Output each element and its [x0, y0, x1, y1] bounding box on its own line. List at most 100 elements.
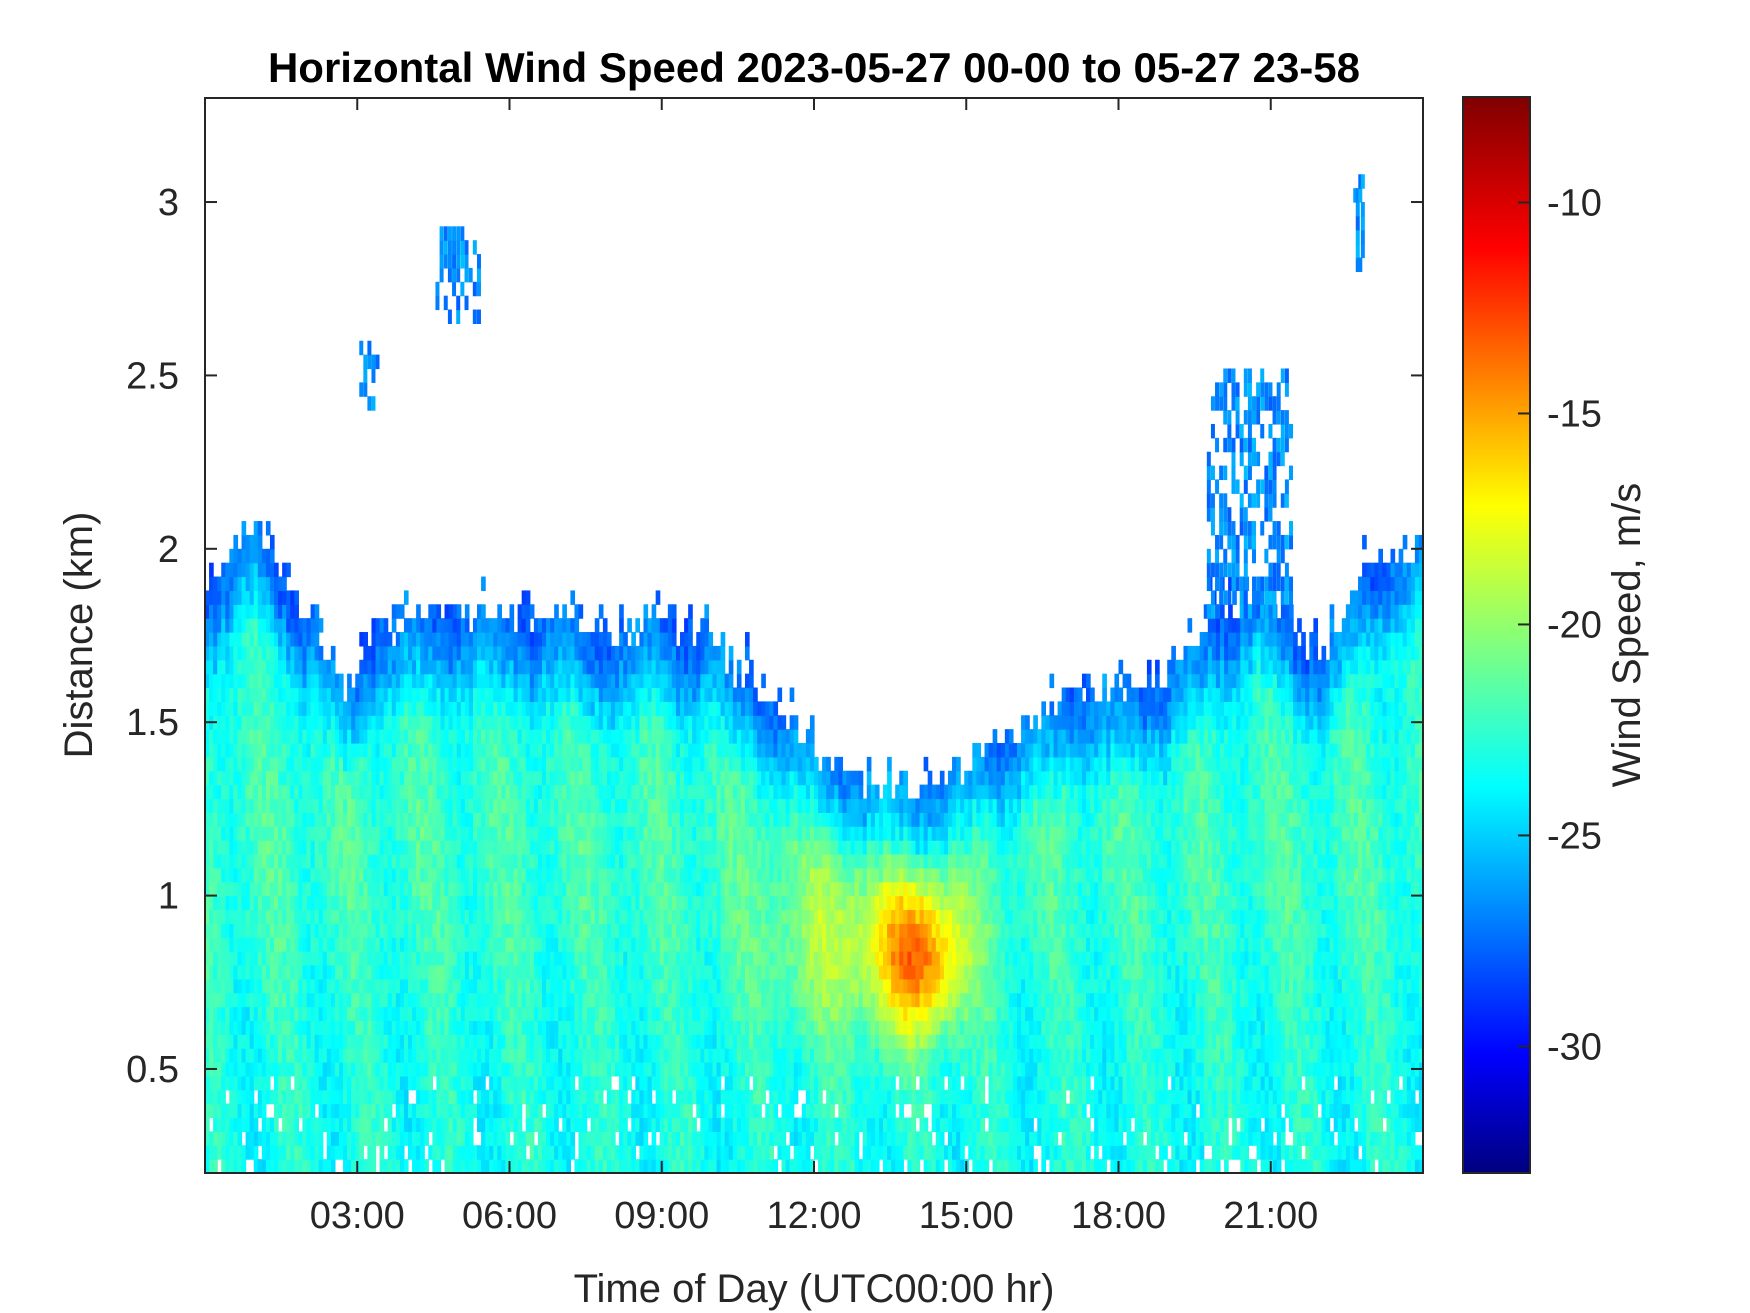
heatmap-cell: [619, 923, 624, 938]
heatmap-cell: [229, 784, 235, 800]
heatmap-cell: [330, 1145, 336, 1160]
heatmap-cell: [696, 951, 701, 966]
heatmap-cell: [408, 1117, 413, 1132]
heatmap-cell: [570, 1075, 576, 1091]
heatmap-cell: [570, 853, 576, 869]
heatmap-cell: [598, 673, 604, 689]
heatmap-column: [440, 618, 446, 1160]
heatmap-cell: [582, 687, 588, 702]
heatmap-cell: [537, 687, 543, 702]
heatmap-cell: [274, 604, 279, 619]
heatmap-cell: [338, 798, 344, 813]
heatmap-cell: [525, 1117, 531, 1132]
heatmap-cell: [363, 923, 368, 938]
heatmap-cell: [253, 1103, 259, 1119]
heatmap-cell: [269, 840, 275, 855]
heatmap-cell: [570, 645, 576, 661]
heatmap-cell: [274, 1103, 279, 1119]
heatmap-column: [229, 548, 235, 1173]
heatmap-cell: [290, 895, 295, 911]
heatmap-cell: [602, 1034, 608, 1049]
heatmap-cell: [671, 937, 677, 952]
heatmap-cell: [399, 964, 405, 980]
heatmap-cell: [497, 1020, 502, 1035]
heatmap-cell: [611, 729, 616, 744]
heatmap-cell: [334, 826, 340, 841]
heatmap-cell: [314, 659, 320, 675]
heatmap-cell: [684, 645, 689, 661]
heatmap-cell: [387, 1020, 393, 1035]
heatmap-cell: [688, 895, 693, 911]
heatmap-cell: [566, 1103, 571, 1119]
heatmap-cell: [408, 1020, 413, 1035]
heatmap-cell: [550, 673, 555, 689]
heatmap-cell: [322, 798, 328, 813]
heatmap-cell: [334, 756, 340, 772]
heatmap-cell: [298, 645, 304, 661]
heatmap-cell: [269, 576, 275, 592]
heatmap-cell: [314, 1117, 320, 1132]
heatmap-cell: [314, 604, 320, 619]
heatmap-cell: [659, 1089, 665, 1105]
heatmap-column: [541, 618, 547, 1173]
heatmap-cell: [493, 881, 498, 897]
heatmap-cell: [379, 618, 385, 633]
heatmap-cell: [436, 1075, 442, 1091]
heatmap-cell: [696, 1103, 701, 1119]
heatmap-column: [343, 701, 348, 1173]
heatmap-cell: [265, 743, 271, 758]
heatmap-cell: [663, 1048, 669, 1063]
heatmap-cell: [269, 548, 275, 564]
heatmap-cell: [241, 840, 247, 855]
heatmap-cell: [286, 1103, 291, 1119]
heatmap-cell: [537, 1062, 543, 1077]
heatmap-cell: [440, 1117, 446, 1132]
heatmap-cell: [456, 604, 462, 619]
heatmap-cell: [497, 659, 502, 675]
heatmap-cell: [517, 964, 523, 980]
heatmap-cell: [680, 840, 685, 855]
heatmap-cell: [525, 645, 531, 661]
heatmap-cell: [347, 826, 352, 841]
heatmap-cell: [692, 923, 697, 938]
heatmap-cell: [570, 1117, 576, 1132]
heatmap-cell: [594, 756, 600, 772]
heatmap-cell: [481, 992, 486, 1008]
heatmap-cell: [513, 853, 519, 869]
heatmap-cell: [627, 1159, 632, 1173]
heatmap-cell: [379, 881, 385, 897]
heatmap-cell: [412, 645, 417, 661]
heatmap-column: [387, 632, 393, 1173]
heatmap-cell: [464, 992, 470, 1008]
heatmap-cell: [249, 1006, 255, 1022]
heatmap-cell: [546, 1117, 551, 1132]
heatmap-column: [448, 604, 454, 1173]
heatmap-cell: [651, 673, 657, 689]
heatmap-cell: [395, 701, 401, 716]
heatmap-cell: [493, 1103, 498, 1119]
heatmap-cell: [265, 978, 271, 994]
heatmap-cell: [269, 798, 275, 813]
heatmap-cell: [379, 1145, 385, 1160]
heatmap-cell: [347, 1131, 352, 1146]
heatmap-cell: [241, 867, 247, 883]
heatmap-cell: [351, 978, 356, 994]
heatmap-cell: [452, 867, 458, 883]
heatmap-cell: [375, 645, 381, 661]
heatmap-cell: [343, 951, 348, 966]
heatmap-cell: [229, 1062, 235, 1077]
heatmap-cell: [375, 1117, 381, 1132]
heatmap-cell: [318, 618, 324, 633]
heatmap-cell: [655, 659, 661, 675]
heatmap-cell: [355, 756, 360, 772]
heatmap-cell: [306, 937, 312, 952]
heatmap-cell: [209, 645, 214, 661]
heatmap-cell: [294, 701, 299, 716]
heatmap-cell: [205, 784, 210, 800]
heatmap-cell: [655, 1159, 661, 1173]
heatmap-cell: [578, 673, 584, 689]
heatmap-cell: [582, 909, 588, 924]
heatmap-cell: [688, 618, 693, 633]
heatmap-cell: [517, 1034, 523, 1049]
heatmap-cell: [338, 1048, 344, 1063]
